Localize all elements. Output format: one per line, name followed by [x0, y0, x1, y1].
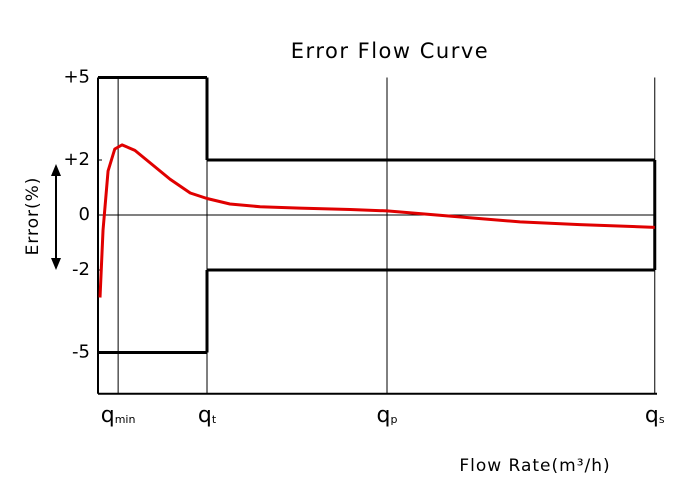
y-tick-label: -2	[72, 259, 90, 280]
y-tick-label: +2	[63, 149, 90, 170]
x-tick-label: qp	[377, 403, 398, 428]
error-curve	[98, 143, 655, 298]
x-tick-main: q	[101, 403, 115, 428]
y-tick-label: +5	[63, 67, 90, 88]
y-tick-label: 0	[79, 204, 90, 225]
x-tick-main: q	[198, 403, 212, 428]
y-label-arrows	[51, 164, 61, 270]
x-tick-label: qt	[198, 403, 217, 428]
x-tick-main: q	[377, 403, 391, 428]
x-tick-sub: p	[390, 413, 397, 426]
y-tick-label: -5	[72, 342, 90, 363]
x-tick-sub: s	[659, 413, 665, 426]
y-axis-label: Error(%)	[23, 177, 43, 256]
chart-title: Error Flow Curve	[291, 39, 489, 63]
x-tick-main: q	[645, 403, 659, 428]
x-tick-sub: min	[115, 413, 136, 426]
x-tick-label: qs	[645, 403, 665, 428]
x-axis-label: Flow Rate(m³/h)	[459, 456, 610, 476]
x-tick-label: qmin	[101, 403, 136, 428]
x-tick-sub: t	[212, 413, 217, 426]
